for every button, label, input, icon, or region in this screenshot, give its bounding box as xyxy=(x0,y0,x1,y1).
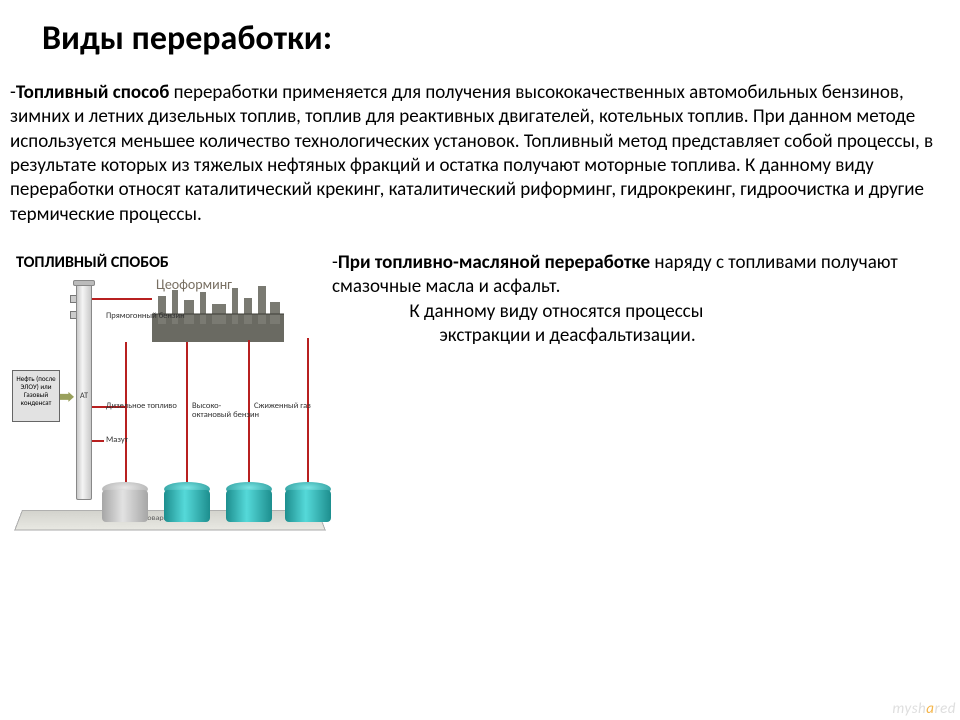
para1-bold: Топливный способ xyxy=(16,81,170,104)
para2-tail2: экстракции и деасфальтизации. xyxy=(332,324,696,347)
page-title: Виды переработки: xyxy=(0,0,960,59)
watermark: myshared xyxy=(892,700,956,718)
para2-bold: При топливно-масляной переработке xyxy=(338,251,650,274)
paragraph-fuel-oil-method: -При топливно-масляной переработке наряд… xyxy=(332,227,960,348)
pipe xyxy=(92,440,104,442)
feed-box: Нефть (после ЭЛОУ) или Газовый конденсат xyxy=(12,370,60,422)
feed-arrow-icon xyxy=(60,392,74,402)
column-tag: АТ xyxy=(76,391,92,401)
pipe xyxy=(92,298,152,300)
distillation-column: АТ xyxy=(76,282,92,500)
para2-tail1: К данному виду относятся процессы xyxy=(332,300,703,323)
pipe xyxy=(307,338,309,492)
pipe xyxy=(125,342,127,492)
stream-label-2: Дизельное топливо xyxy=(106,402,177,411)
pipe xyxy=(186,342,188,492)
tank-2 xyxy=(164,482,210,522)
process-diagram: Товарный парк Нефть (после ЭЛОУ) или Газ… xyxy=(10,278,326,534)
stream-label-5: Сжиженный газ xyxy=(254,402,311,411)
stream-label-3: Мазут xyxy=(106,436,128,445)
tank-1 xyxy=(102,482,148,522)
tank-4 xyxy=(285,482,331,522)
method-label: ТОПЛИВНЫЙ СПОБОБ xyxy=(10,247,332,278)
stream-label-1: Прямогонный бензин xyxy=(106,312,185,321)
tank-3 xyxy=(226,482,272,522)
paragraph-fuel-method: -Топливный способ переработки применяетс… xyxy=(0,59,960,227)
stream-label-4: Высоко- октановый бензин xyxy=(192,402,259,421)
